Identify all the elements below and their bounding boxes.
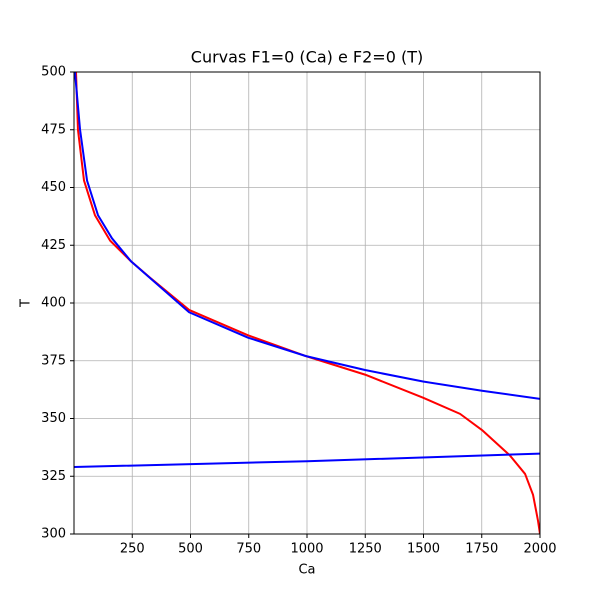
- x-tick-label: 1750: [465, 542, 498, 557]
- x-tick-label: 2000: [523, 542, 556, 557]
- y-tick-label: 325: [41, 469, 66, 484]
- x-tick-label: 500: [178, 542, 203, 557]
- x-tick-label: 1000: [290, 542, 323, 557]
- x-tick-label: 750: [236, 542, 261, 557]
- y-tick-label: 350: [41, 411, 66, 426]
- y-tick-label: 300: [41, 527, 66, 542]
- line: [74, 452, 540, 469]
- y-tick-label: 425: [41, 238, 66, 253]
- x-tick-label: 1250: [349, 542, 382, 557]
- y-axis-label: T: [19, 299, 34, 308]
- y-tick-label: 375: [41, 353, 66, 368]
- chart-title: Curvas F1=0 (Ca) e F2=0 (T): [191, 48, 423, 67]
- x-axis-label: Ca: [298, 563, 315, 578]
- y-tick-label: 450: [41, 180, 66, 195]
- line: [74, 72, 540, 400]
- x-tick-label: 250: [120, 542, 145, 557]
- y-tick-label: 475: [41, 122, 66, 137]
- y-tick-label: 500: [41, 65, 66, 80]
- plot-frame: [73, 71, 541, 535]
- y-tick-label: 400: [41, 296, 66, 311]
- x-tick-label: 1500: [407, 542, 440, 557]
